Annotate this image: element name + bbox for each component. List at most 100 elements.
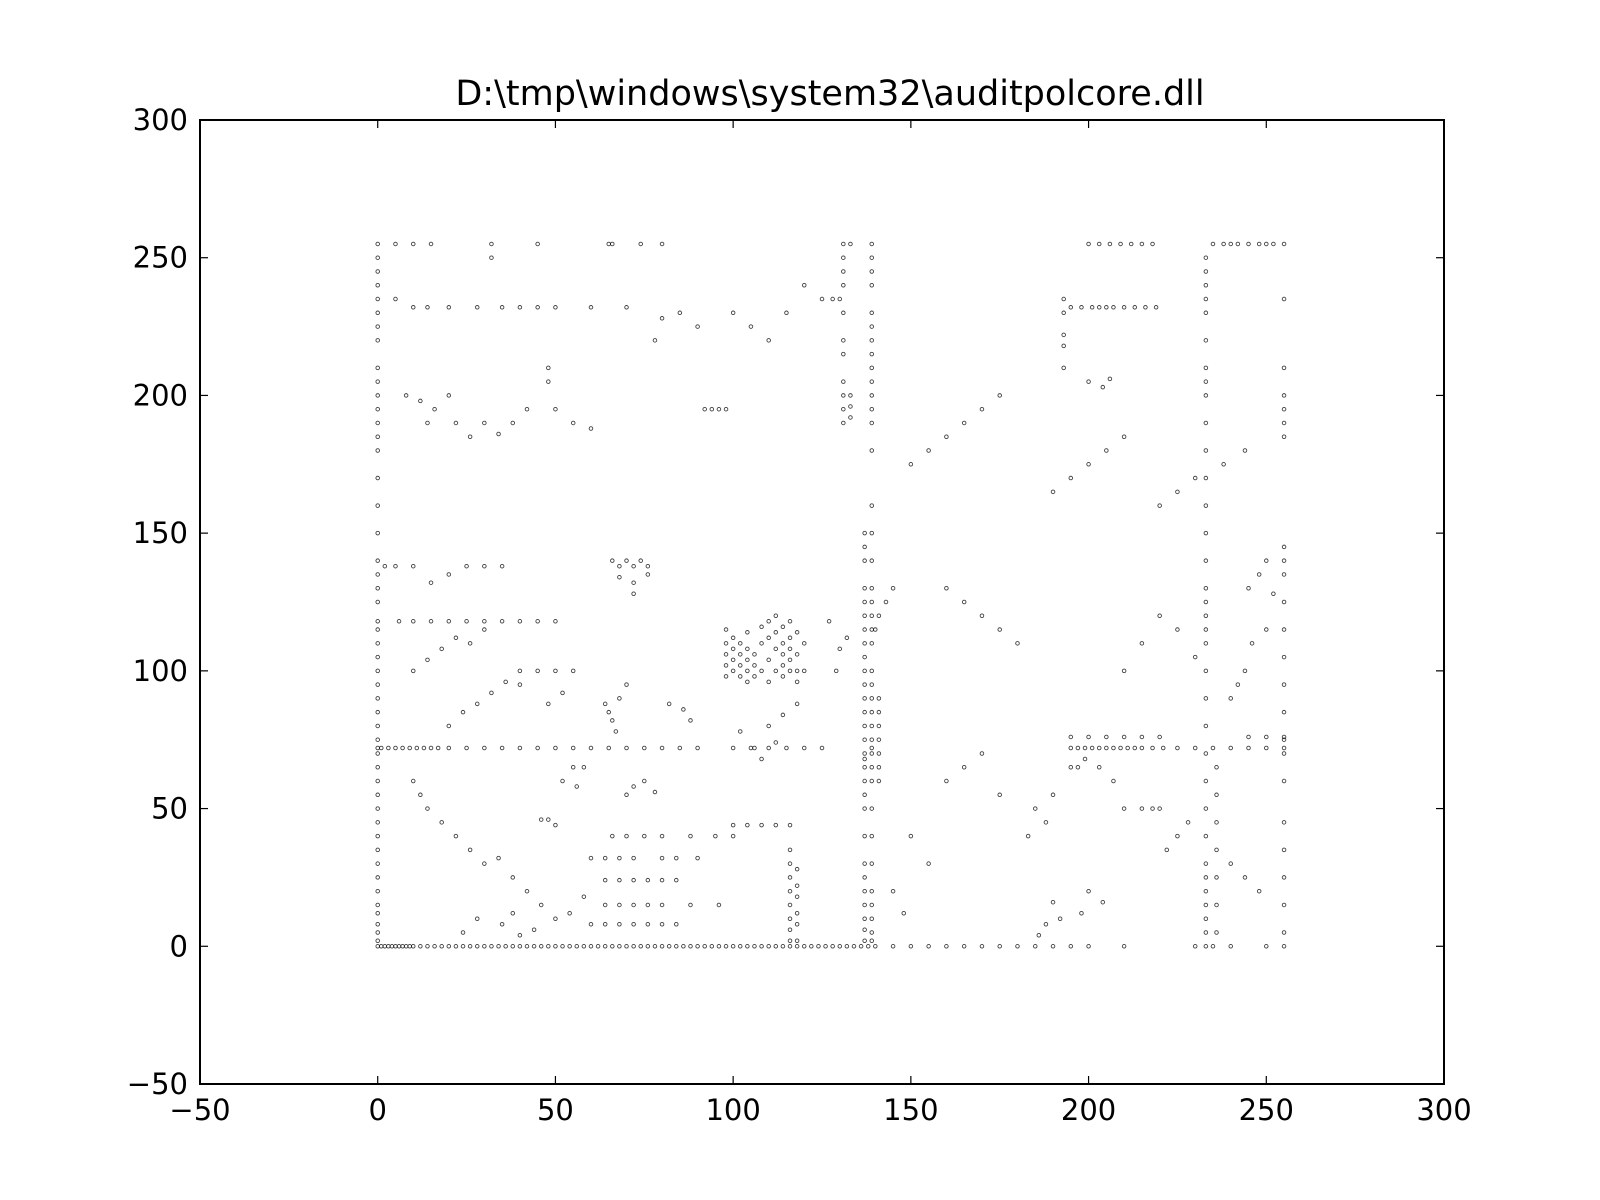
data-point [677, 745, 683, 751]
data-point [535, 241, 540, 247]
data-point [1079, 910, 1084, 916]
data-point [538, 944, 544, 949]
data-point [624, 745, 629, 751]
data-point [759, 624, 764, 630]
data-point [1228, 944, 1233, 949]
data-point [1111, 745, 1116, 751]
data-point [467, 847, 473, 853]
data-point [869, 668, 875, 674]
data-point [1128, 241, 1134, 247]
data-point [862, 613, 867, 619]
x-tick-label: 200 [1061, 1093, 1116, 1127]
data-point [773, 822, 779, 828]
data-point [1121, 434, 1127, 439]
data-point [546, 817, 551, 822]
data-point [1061, 310, 1066, 316]
data-point [411, 944, 416, 949]
data-point [553, 916, 558, 921]
data-point [638, 241, 643, 247]
data-point [695, 745, 700, 751]
data-point [862, 927, 867, 933]
data-point [1015, 641, 1020, 646]
data-point [453, 944, 459, 949]
data-point [666, 701, 672, 707]
data-point [1246, 241, 1251, 247]
data-point [862, 682, 867, 687]
data-point [869, 765, 875, 770]
data-point [1107, 241, 1113, 247]
data-point [1203, 861, 1209, 866]
data-point [560, 944, 565, 949]
data-point [1281, 572, 1287, 577]
data-point [482, 861, 487, 866]
data-point [1061, 365, 1066, 371]
data-point [1175, 745, 1180, 751]
data-point [375, 296, 380, 302]
data-point [944, 585, 949, 591]
data-point [517, 682, 523, 687]
data-point [752, 663, 757, 668]
data-point [375, 806, 380, 811]
data-point [617, 696, 622, 701]
data-point [496, 944, 501, 949]
data-point [1100, 384, 1106, 390]
data-point [375, 324, 380, 329]
data-point [794, 910, 800, 916]
data-point [869, 420, 875, 426]
data-point [1203, 310, 1209, 316]
data-point [375, 420, 380, 426]
data-point [1203, 641, 1209, 646]
data-point [1203, 475, 1209, 481]
data-point [1228, 241, 1233, 247]
data-point [766, 745, 771, 751]
x-tick-label: 150 [883, 1093, 938, 1127]
data-point [677, 310, 683, 316]
data-point [617, 855, 622, 861]
data-point [375, 930, 380, 935]
data-point [570, 668, 576, 674]
data-point [1139, 241, 1145, 247]
data-point [645, 572, 651, 577]
data-point [474, 944, 480, 949]
data-point [862, 888, 867, 894]
data-point [581, 765, 587, 770]
data-point [787, 822, 793, 828]
data-point [1089, 745, 1095, 751]
data-point [1256, 572, 1262, 577]
data-point [780, 663, 786, 668]
data-point [1043, 922, 1049, 927]
data-point [538, 902, 544, 908]
data-point [375, 434, 380, 439]
data-point [1104, 305, 1109, 310]
data-point [979, 944, 985, 949]
data-point [869, 682, 875, 687]
data-point [617, 922, 622, 927]
data-point [1061, 332, 1066, 338]
data-point [1228, 745, 1233, 751]
data-point [1203, 283, 1209, 288]
data-point [1203, 585, 1209, 591]
data-point [1221, 241, 1226, 247]
data-point [723, 406, 729, 412]
data-point [688, 833, 693, 839]
data-point [1033, 944, 1038, 949]
data-point [1281, 820, 1287, 825]
data-point [1256, 888, 1262, 894]
data-point [869, 709, 875, 715]
data-point [1281, 365, 1287, 371]
data-point [862, 627, 867, 632]
data-point [1139, 806, 1145, 811]
data-point [1203, 558, 1209, 563]
data-point [446, 393, 452, 398]
data-point [1214, 875, 1219, 880]
data-point [1203, 888, 1209, 894]
data-point [716, 902, 722, 908]
data-point [841, 379, 846, 384]
data-point [517, 944, 523, 949]
data-point [766, 944, 771, 949]
x-tick-label: 50 [537, 1093, 574, 1127]
data-point [1203, 296, 1209, 302]
data-point [588, 922, 594, 927]
data-point [531, 927, 537, 933]
data-point [961, 765, 967, 770]
